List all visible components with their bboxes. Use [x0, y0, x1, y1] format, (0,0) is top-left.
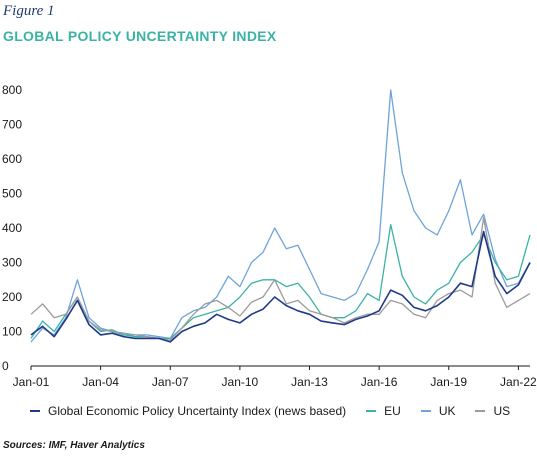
x-tick-label: Jan-10 [222, 375, 259, 389]
y-tick-label: 300 [2, 256, 22, 270]
legend-label: EU [384, 404, 401, 418]
y-tick-label: 200 [2, 290, 22, 304]
legend: Global Economic Policy Uncertainty Index… [30, 404, 530, 418]
source-note: Sources: IMF, Haver Analytics [3, 440, 145, 451]
series-line-uk [30, 89, 531, 343]
series-layer [30, 89, 531, 343]
legend-swatch [475, 410, 486, 412]
legend-item: EU [366, 404, 401, 418]
x-tick-label: Jan-13 [291, 375, 328, 389]
legend-swatch [30, 410, 40, 412]
legend-item: US [475, 404, 510, 418]
series-line-us [30, 217, 531, 341]
x-tick-label: Jan-19 [430, 375, 467, 389]
figure-label: Figure 1 [3, 3, 55, 19]
legend-swatch [366, 410, 377, 412]
series-line-global [30, 230, 531, 343]
legend-label: UK [438, 404, 456, 418]
legend-label: Global Economic Policy Uncertainty Index… [48, 404, 347, 418]
y-tick-label: 0 [2, 359, 9, 373]
y-tick-label: 100 [2, 325, 22, 339]
y-tick-label: 800 [2, 83, 22, 97]
chart-title: GLOBAL POLICY UNCERTAINTY INDEX [3, 28, 277, 44]
y-tick-label: 600 [2, 152, 22, 166]
legend-item: UK [420, 404, 456, 418]
x-tick-label: Jan-07 [152, 375, 189, 389]
x-tick-label: Jan-04 [82, 375, 119, 389]
x-axis: Jan-01 Jan-04 Jan-07 Jan-10 Jan-13 Jan-16 Jan-… [13, 365, 537, 389]
series-line-eu [30, 223, 531, 340]
legend-item: Global Economic Policy Uncertainty Index… [30, 404, 346, 418]
y-axis: 0 100 200 300 400 500 600 700 800 [2, 83, 22, 373]
x-tick-label: Jan-22 [500, 375, 537, 389]
y-tick-label: 500 [2, 187, 22, 201]
x-tick-label: Jan-01 [13, 375, 50, 389]
y-tick-label: 700 [2, 118, 22, 132]
y-tick-label: 400 [2, 221, 22, 235]
legend-label: US [493, 404, 511, 418]
x-tick-label: Jan-16 [361, 375, 398, 389]
legend-swatch [420, 410, 431, 412]
